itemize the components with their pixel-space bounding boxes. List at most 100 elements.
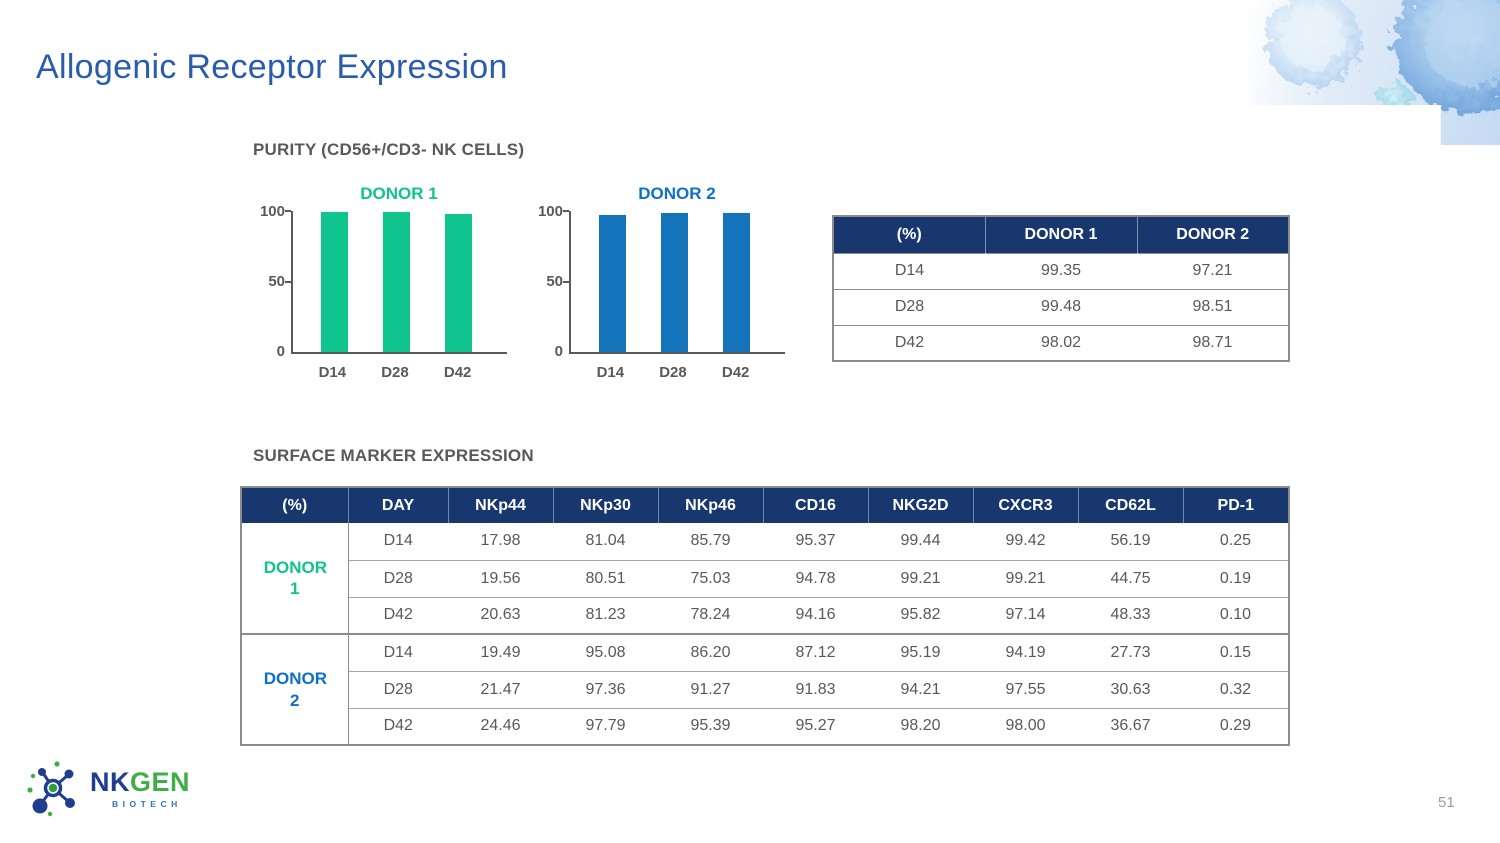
cell-value: 0.32 xyxy=(1183,670,1289,708)
y-axis-tick-label: 100 xyxy=(537,203,563,220)
cell-value: 0.10 xyxy=(1183,596,1289,634)
cell-value: 97.14 xyxy=(973,596,1078,634)
day-label: D42 xyxy=(348,707,448,745)
cell-value: 97.79 xyxy=(553,707,658,745)
day-label: D14 xyxy=(348,633,448,671)
table-row: D42 20.63 81.23 78.24 94.16 95.82 97.14 … xyxy=(241,596,1289,634)
cell-value: 0.29 xyxy=(1183,707,1289,745)
logo-nk: NK xyxy=(90,767,130,797)
chart-plot-area: 100 50 0 xyxy=(538,203,785,360)
table-row: D14 99.35 97.21 xyxy=(833,252,1289,289)
donor-2-label: DONOR 2 xyxy=(241,633,349,745)
surface-section-heading: SURFACE MARKER EXPRESSION xyxy=(253,446,534,465)
cell-value: 86.20 xyxy=(658,633,763,671)
cell-value: 19.49 xyxy=(448,633,553,671)
day-label: D14 xyxy=(383,532,413,550)
column-header: NKp44 xyxy=(447,487,553,523)
x-axis-labels: D14 D28 D42 xyxy=(569,364,777,381)
cell-value: 97.36 xyxy=(553,670,658,708)
bar-group xyxy=(293,211,499,352)
logo-text: NKGEN BIOTECH xyxy=(90,769,190,810)
cell-value: 44.75 xyxy=(1078,559,1183,597)
cell-value: 95.37 xyxy=(795,532,836,550)
bar-d28 xyxy=(660,213,688,352)
cell-value: 56.19 xyxy=(1110,532,1151,550)
nk-cell-decorative-image xyxy=(1248,0,1500,145)
cell-value: 95.08 xyxy=(553,633,658,671)
cell-value: 0.25 xyxy=(1219,532,1252,550)
nk-cell-small xyxy=(1379,83,1413,117)
page-number: 51 xyxy=(1438,794,1455,811)
column-header-donor2: DONOR 2 xyxy=(1136,216,1289,253)
column-header-donor1: DONOR 1 xyxy=(984,216,1137,253)
day-label: D42 xyxy=(348,596,448,634)
chart-title-donor1: DONOR 1 xyxy=(360,184,438,203)
x-axis-tick-label: D28 xyxy=(659,364,687,381)
day-label: D28 xyxy=(348,670,448,708)
cell-value: 99.21 xyxy=(973,559,1078,597)
page-title: Allogenic Receptor Expression xyxy=(36,48,508,86)
cell-value: 95.82 xyxy=(868,596,973,634)
x-axis-tick-label: D28 xyxy=(381,364,409,381)
y-axis-tick-label: 50 xyxy=(268,272,285,290)
bar-d14 xyxy=(320,211,348,352)
cell-value: 0.19 xyxy=(1183,559,1289,597)
cell-value: 98.71 xyxy=(1137,324,1289,361)
column-header: NKG2D xyxy=(867,487,973,523)
cell-value: 97.21 xyxy=(1137,252,1289,289)
bar-d42 xyxy=(444,213,472,352)
bar-group xyxy=(571,211,777,352)
cell-value: 95.27 xyxy=(763,707,868,745)
cell-value: 98.51 xyxy=(1137,288,1289,325)
cell-value: 36.67 xyxy=(1078,707,1183,745)
molecule-icon xyxy=(27,761,75,817)
cell-value: 91.83 xyxy=(763,670,868,708)
logo-gen: GEN xyxy=(130,767,191,797)
y-axis-tick-label: 100 xyxy=(259,203,285,220)
cell-value: 98.20 xyxy=(868,707,973,745)
cell-value: 94.19 xyxy=(973,633,1078,671)
cell-value: 20.63 xyxy=(448,596,553,634)
purity-table-header-row: (%) DONOR 1 DONOR 2 xyxy=(833,216,1289,253)
cell-value: 48.33 xyxy=(1078,596,1183,634)
nk-cell-illustration xyxy=(1265,0,1500,117)
column-header: CD62L xyxy=(1077,487,1183,523)
x-axis-tick-label: D14 xyxy=(596,364,625,381)
logo-wordmark: NKGEN xyxy=(90,769,190,796)
cell-value: 27.73 xyxy=(1078,633,1183,671)
cell-value: 81.04 xyxy=(585,532,626,550)
row-label: D42 xyxy=(833,324,985,361)
cell-value: 99.48 xyxy=(985,288,1137,325)
cell-value: 98.02 xyxy=(985,324,1137,361)
donor-2-label-text: DONOR 2 xyxy=(263,669,328,710)
cell-value: 0.15 xyxy=(1183,633,1289,671)
cell-value: 81.23 xyxy=(553,596,658,634)
row-label: D14 xyxy=(833,252,985,289)
day-label: D28 xyxy=(348,559,448,597)
y-axis-tick-label: 50 xyxy=(546,272,563,290)
bar-d28 xyxy=(382,211,410,352)
y-axis-tick-label: 0 xyxy=(276,343,285,360)
column-header: NKp46 xyxy=(657,487,763,523)
table-row: D28 99.48 98.51 xyxy=(833,288,1289,325)
column-header: DAY xyxy=(347,487,448,523)
bar-d42 xyxy=(722,212,750,352)
column-header: PD-1 xyxy=(1182,487,1289,523)
table-row: DONOR 2 D14 19.49 95.08 86.20 87.12 95.1… xyxy=(241,633,1289,745)
purity-bar-chart-donor1: DONOR 1 100 50 0 D14 D28 D42 xyxy=(249,184,507,381)
surface-marker-table: (%) DAY NKp44 NKp30 NKp46 CD16 NKG2D CXC… xyxy=(240,486,1290,746)
bar-d14 xyxy=(598,214,626,352)
cell-value: 94.21 xyxy=(868,670,973,708)
column-header-percent: (%) xyxy=(833,216,985,253)
purity-table: (%) DONOR 1 DONOR 2 D14 99.35 97.21 D28 … xyxy=(832,215,1290,362)
cell-value: 17.98 xyxy=(480,532,521,550)
cell-value: 99.42 xyxy=(1005,532,1046,550)
y-axis-tick xyxy=(563,280,569,283)
cell-value: 98.00 xyxy=(973,707,1078,745)
cell-value: 99.44 xyxy=(900,532,941,550)
cell-value: 95.19 xyxy=(868,633,973,671)
cell-value: 91.27 xyxy=(658,670,763,708)
table-row: D42 24.46 97.79 95.39 95.27 98.20 98.00 … xyxy=(241,707,1289,745)
y-axis-tick xyxy=(563,210,569,212)
